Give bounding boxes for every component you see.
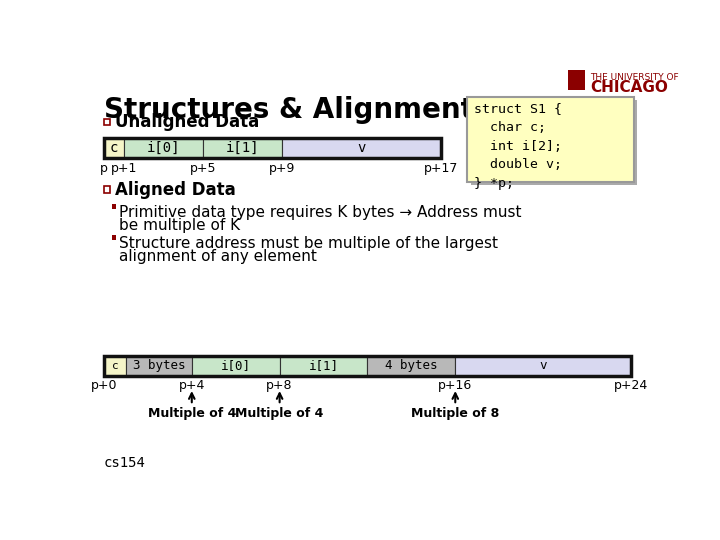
Text: c: c [112, 361, 118, 371]
Text: cs154: cs154 [104, 456, 146, 470]
Bar [455, 356, 631, 376]
Text: Primitive data type requires K bytes → Address must: Primitive data type requires K bytes → A… [120, 205, 522, 220]
Text: p+17: p+17 [424, 162, 458, 175]
Bar [279, 356, 367, 376]
Bar [126, 356, 192, 376]
Bar [104, 119, 110, 125]
Bar [282, 138, 441, 158]
Bar [104, 356, 631, 376]
Bar [104, 138, 124, 158]
Text: Aligned Data: Aligned Data [114, 180, 235, 199]
Text: CHICAGO: CHICAGO [590, 80, 667, 95]
Text: 4 bytes: 4 bytes [385, 360, 438, 373]
Text: Unaligned Data: Unaligned Data [114, 113, 259, 131]
Text: i[1]: i[1] [226, 141, 259, 155]
Text: Multiple of 4: Multiple of 4 [235, 407, 324, 420]
Text: p+0: p+0 [91, 379, 117, 392]
Text: Structures & Alignment: Structures & Alignment [104, 96, 474, 124]
Bar [192, 356, 279, 376]
Text: p+4: p+4 [179, 379, 205, 392]
Text: p: p [100, 162, 108, 175]
Text: p+9: p+9 [269, 162, 296, 175]
Bar [112, 235, 117, 240]
Text: alignment of any element: alignment of any element [120, 249, 318, 264]
Bar [203, 138, 282, 158]
Text: p+1: p+1 [111, 162, 137, 175]
Bar [471, 100, 637, 185]
Text: Multiple of 4: Multiple of 4 [148, 407, 236, 420]
Text: Multiple of 8: Multiple of 8 [411, 407, 500, 420]
Bar [124, 138, 203, 158]
Text: THE UNIVERSITY OF: THE UNIVERSITY OF [590, 72, 678, 82]
Text: v: v [358, 141, 366, 155]
Text: p+8: p+8 [266, 379, 293, 392]
Text: c: c [109, 141, 118, 155]
Text: i[1]: i[1] [309, 360, 338, 373]
Bar [104, 356, 126, 376]
Bar [467, 97, 634, 182]
Text: Structure address must be multiple of the largest: Structure address must be multiple of th… [120, 236, 498, 251]
Text: 3 bytes: 3 bytes [132, 360, 185, 373]
Text: p+5: p+5 [190, 162, 216, 175]
Text: i[0]: i[0] [221, 360, 251, 373]
Text: v: v [539, 360, 547, 373]
Text: struct S1 {
  char c;
  int i[2];
  double v;
} *p;: struct S1 { char c; int i[2]; double v; … [474, 103, 562, 190]
Text: p+16: p+16 [438, 379, 472, 392]
Bar [104, 186, 110, 193]
Text: be multiple of K: be multiple of K [120, 218, 240, 233]
Bar [104, 138, 441, 158]
Bar [568, 70, 585, 90]
Text: p+24: p+24 [614, 379, 648, 392]
Bar [367, 356, 455, 376]
Bar [112, 204, 117, 209]
Text: i[0]: i[0] [147, 141, 180, 155]
